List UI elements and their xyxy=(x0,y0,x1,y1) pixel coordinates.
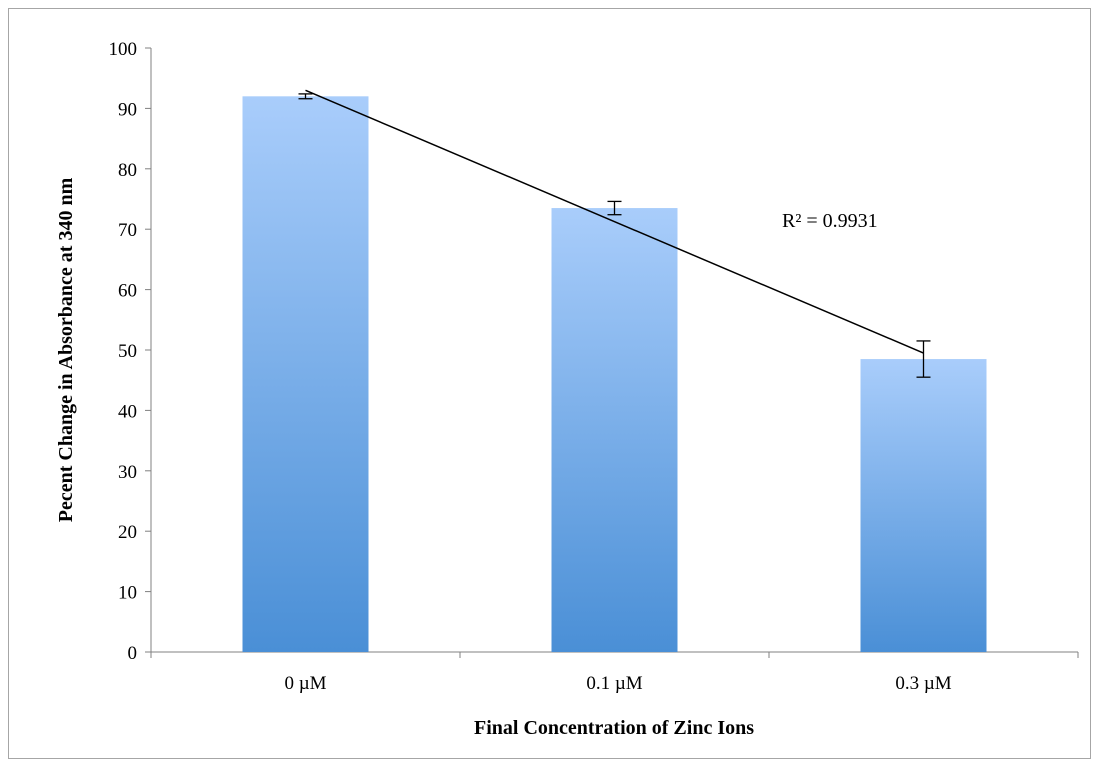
x-tick-label: 0 µM xyxy=(284,673,326,694)
y-tick-label: 40 xyxy=(118,401,137,422)
bar xyxy=(242,96,369,652)
y-axis-title: Pecent Change in Absorbance at 340 nm xyxy=(55,177,77,522)
y-axis: 0 10 20 30 40 50 60 70 80 90 100 xyxy=(109,39,152,664)
bars xyxy=(242,96,987,652)
r-squared-annotation: R² = 0.9931 xyxy=(782,210,878,232)
y-tick-label: 70 xyxy=(118,220,137,241)
x-axis: 0 µM 0.1 µM 0.3 µM xyxy=(150,651,1079,694)
x-tick-label: 0.3 µM xyxy=(895,673,951,694)
x-axis-title: Final Concentration of Zinc Ions xyxy=(474,717,754,739)
error-bars xyxy=(298,93,931,378)
trendline xyxy=(305,89,924,354)
y-tick-label: 20 xyxy=(118,522,137,543)
bar xyxy=(860,359,987,652)
y-tick-label: 90 xyxy=(118,99,137,120)
bar xyxy=(551,208,678,652)
y-tick-label: 0 xyxy=(128,643,138,664)
trendline-line xyxy=(305,89,924,354)
y-tick-label: 80 xyxy=(118,160,137,181)
x-tick-label: 0.1 µM xyxy=(586,673,642,694)
y-tick-label: 60 xyxy=(118,281,137,302)
y-tick-label: 100 xyxy=(109,39,138,60)
y-tick-label: 50 xyxy=(118,341,137,362)
y-tick-label: 10 xyxy=(118,583,137,604)
y-tick-label: 30 xyxy=(118,462,137,483)
